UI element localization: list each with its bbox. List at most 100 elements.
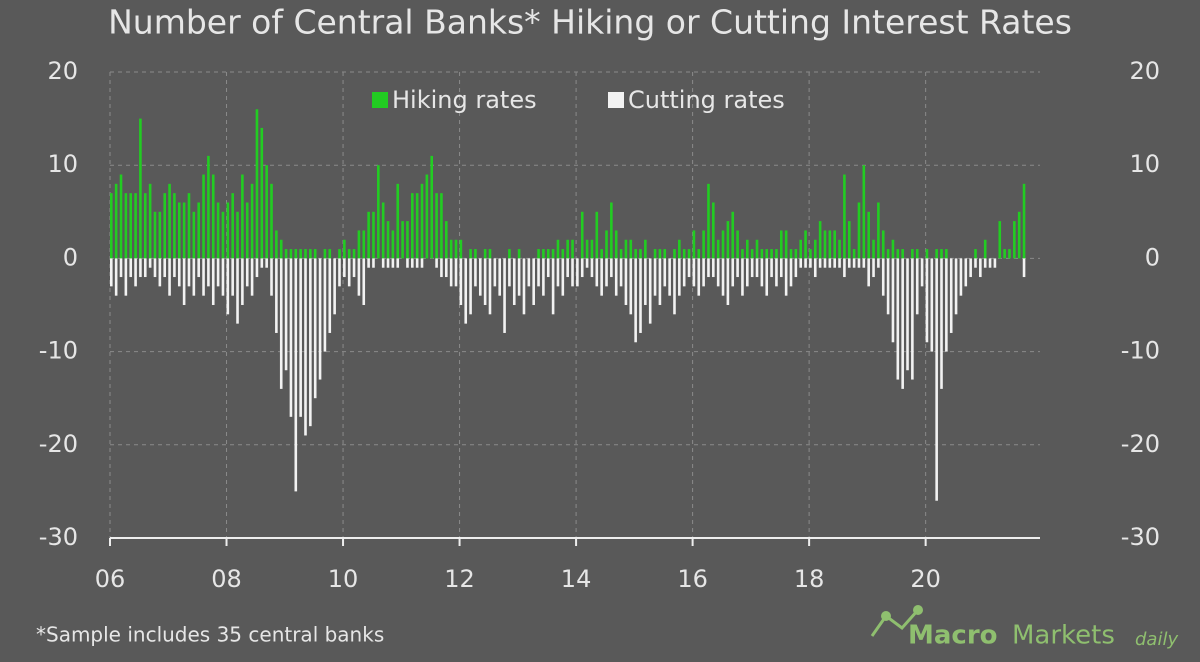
- logo-dot: [913, 605, 923, 615]
- bar: [372, 211, 375, 259]
- bar: [265, 165, 268, 259]
- bar: [765, 258, 769, 296]
- bar: [270, 258, 273, 296]
- bar: [877, 258, 880, 268]
- bar: [187, 258, 191, 287]
- bar: [498, 258, 501, 296]
- bar: [192, 211, 196, 259]
- bar: [110, 193, 113, 259]
- bar: [818, 258, 822, 268]
- bar: [867, 211, 870, 259]
- y-tick-label: 10: [47, 150, 78, 178]
- bar: [124, 258, 128, 296]
- y-tick-label: -20: [39, 430, 78, 458]
- bar: [338, 258, 341, 287]
- bar: [886, 249, 890, 259]
- bar: [721, 258, 725, 296]
- bar: [770, 258, 773, 278]
- bar: [877, 202, 880, 259]
- bar: [114, 258, 118, 296]
- bar: [245, 258, 249, 287]
- bar: [653, 249, 657, 259]
- bar: [420, 258, 424, 268]
- bar: [872, 258, 875, 278]
- bar: [556, 239, 560, 259]
- bar: [168, 258, 171, 296]
- bar: [954, 258, 958, 315]
- bar: [143, 193, 147, 259]
- bar: [110, 258, 113, 287]
- bar: [838, 239, 841, 259]
- bar: [343, 258, 346, 278]
- bar: [211, 258, 215, 305]
- bar: [411, 258, 414, 268]
- bar: [430, 155, 434, 259]
- bar: [687, 258, 691, 278]
- bar: [542, 258, 545, 296]
- bar: [746, 239, 749, 259]
- bar: [143, 258, 147, 278]
- bar: [411, 193, 414, 259]
- bar: [901, 258, 904, 389]
- bar: [673, 249, 676, 259]
- bar: [697, 258, 701, 296]
- bar: [260, 258, 264, 268]
- bar: [483, 249, 487, 259]
- bar: [813, 258, 817, 278]
- bar: [580, 211, 584, 259]
- bar: [644, 258, 647, 305]
- bar: [886, 258, 890, 315]
- bar: [712, 258, 715, 278]
- bar: [818, 221, 822, 259]
- bar: [221, 211, 225, 259]
- bar: [304, 258, 307, 436]
- bar: [566, 239, 569, 259]
- bar: [415, 258, 419, 268]
- bar: [784, 230, 788, 259]
- bar: [1022, 183, 1026, 259]
- bar: [381, 202, 385, 259]
- bar: [299, 258, 302, 417]
- bar: [134, 193, 137, 259]
- bar: [663, 249, 667, 259]
- bar: [425, 174, 429, 259]
- bar: [935, 258, 938, 501]
- bar: [687, 249, 691, 259]
- bar: [721, 230, 725, 259]
- bar: [731, 258, 735, 287]
- bar: [362, 230, 366, 259]
- bar: [391, 230, 395, 259]
- bar: [328, 249, 332, 259]
- y2-tick-label: 10: [1129, 150, 1160, 178]
- bar: [1017, 211, 1021, 259]
- bar: [755, 239, 759, 259]
- bar: [906, 258, 909, 371]
- bar: [294, 258, 298, 492]
- y2-tick-label: -20: [1121, 430, 1160, 458]
- bar: [503, 258, 506, 333]
- bar: [483, 258, 487, 305]
- bar: [250, 183, 254, 259]
- legend-swatch: [372, 92, 388, 108]
- bar: [202, 258, 205, 296]
- bar: [566, 258, 569, 278]
- x-tick-label: 20: [910, 565, 941, 593]
- bar: [454, 239, 458, 259]
- bar: [182, 258, 186, 305]
- bar: [255, 109, 259, 259]
- bar: [673, 258, 676, 315]
- bar: [202, 174, 205, 259]
- bar: [289, 249, 293, 259]
- bar: [833, 230, 836, 259]
- bar: [571, 258, 574, 287]
- bar: [129, 258, 133, 278]
- bar: [542, 249, 545, 259]
- bar: [668, 258, 671, 296]
- bar: [158, 258, 162, 287]
- bar: [590, 258, 594, 278]
- bar: [585, 258, 589, 268]
- bar: [551, 258, 555, 315]
- bar: [678, 258, 681, 296]
- logo-text: Macro: [908, 621, 998, 651]
- bar: [163, 258, 167, 278]
